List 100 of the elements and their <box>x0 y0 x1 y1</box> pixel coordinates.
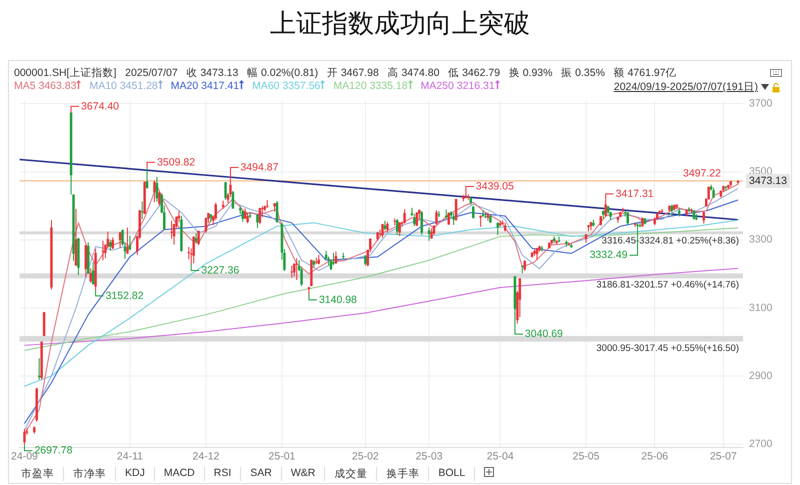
candlestick <box>692 210 696 220</box>
candlestick <box>224 181 227 200</box>
annotation: 3140.98 <box>318 294 358 306</box>
ref-line-label: 3473.13 <box>749 174 788 187</box>
candlestick <box>158 190 161 206</box>
candlestick <box>386 221 389 233</box>
annotation: 3509.82 <box>157 156 196 168</box>
candlestick <box>128 235 132 251</box>
candlestick <box>256 213 259 228</box>
y-tick-label: 2700 <box>749 438 773 450</box>
band-label: 3000.95-3017.45 +0.55%(+16.50) <box>596 342 739 354</box>
candlestick <box>670 204 674 217</box>
chart-title: 上证指数成功向上突破 <box>269 8 531 41</box>
legend-label: MA250 3216.31 <box>420 80 495 92</box>
annotation: 3152.82 <box>106 290 144 302</box>
text: MACD <box>154 467 205 481</box>
y-tick-label: 3100 <box>749 302 773 314</box>
annotation: 3439.05 <box>476 180 514 192</box>
candlestick <box>84 244 88 278</box>
candlestick <box>472 205 474 220</box>
text: RSI <box>204 467 242 481</box>
legend-label: MA10 3451.28 <box>89 80 158 92</box>
candlestick <box>38 358 40 380</box>
candlestick <box>626 212 629 226</box>
annotation: 3227.36 <box>201 264 240 276</box>
candlestick <box>332 252 335 266</box>
candlestick <box>295 258 298 280</box>
annotation: 3332.49 <box>590 249 628 262</box>
x-tick-label: 25-04 <box>486 450 514 463</box>
candlestick <box>242 210 244 222</box>
candlestick <box>204 216 208 234</box>
text: KDJ <box>116 467 155 481</box>
candlestick <box>146 168 148 190</box>
candlestick <box>112 236 114 250</box>
candlestick <box>232 190 234 210</box>
candlestick <box>197 230 200 246</box>
candlestick <box>92 262 94 285</box>
candlestick <box>454 198 458 222</box>
candlestick <box>109 239 112 252</box>
candlestick <box>89 268 92 284</box>
candlestick <box>364 254 367 266</box>
text: 市盈率 <box>12 467 64 481</box>
candlestick <box>420 210 423 236</box>
candlestick <box>258 207 262 224</box>
candlestick <box>435 210 438 226</box>
y-tick-label: 3300 <box>749 234 773 246</box>
candlestick <box>641 216 644 228</box>
y-tick-label: 3700 <box>749 98 773 110</box>
text: BOLL <box>429 467 476 481</box>
candlestick <box>246 212 249 224</box>
x-tick-label: 25-03 <box>416 450 443 463</box>
x-tick-label: 25-01 <box>268 450 296 463</box>
text: 市净率 <box>64 467 116 481</box>
candlestick <box>366 249 370 267</box>
text: 换手率 <box>377 467 430 481</box>
legend-label: MA120 3335.18 <box>333 80 408 92</box>
candlestick <box>192 236 195 264</box>
text: 2024/09/19-2025/07/07(191日) <box>614 80 758 94</box>
candlestick <box>403 208 406 224</box>
candlestick <box>156 176 158 202</box>
candlestick <box>318 254 320 265</box>
x-tick-label: 25-06 <box>641 450 668 463</box>
x-tick-label: 24-12 <box>192 450 220 463</box>
text: 成交量 <box>325 467 378 481</box>
candlestick <box>42 311 46 336</box>
candlestick <box>430 228 433 240</box>
candlestick <box>153 180 156 203</box>
candlestick <box>178 210 180 223</box>
y-tick-label: 2900 <box>749 370 773 382</box>
candlestick <box>452 212 455 226</box>
text: SAR <box>241 467 282 481</box>
candlestick <box>334 251 338 264</box>
candlestick <box>23 428 26 446</box>
text: 000001.SH[上证指数] 2025/07/07 收 3473.13 幅 0.02%(0.81) 开 3467.98 高 3474.80 低 3462.79 换 0.93% 振 0.35% 额 4761.97亿 <box>14 66 677 80</box>
candlestick <box>126 227 129 255</box>
candlestick <box>496 222 499 236</box>
candlestick <box>447 212 450 226</box>
candlestick <box>140 200 144 220</box>
candlestick <box>194 232 198 244</box>
candlestick <box>214 202 217 221</box>
annotation: 3040.69 <box>524 328 564 340</box>
candlestick <box>384 220 386 231</box>
candlestick <box>416 212 418 227</box>
x-tick-label: 25-02 <box>352 450 379 463</box>
candlestick <box>398 222 401 237</box>
annotation: 3497.22 <box>683 168 722 180</box>
annotation: 3494.87 <box>240 161 279 174</box>
candlestick <box>276 200 278 223</box>
candlestick <box>712 187 715 198</box>
candlestick <box>524 260 526 272</box>
x-tick-label: 25-07 <box>710 450 737 463</box>
candlestick <box>445 209 448 220</box>
band-label: 3186.81-3201.57 +0.46%(+14.76) <box>596 280 739 291</box>
candlestick <box>428 227 430 242</box>
legend-label: MA20 3417.41 <box>170 80 240 92</box>
legend-label: MA5 3463.83 <box>14 80 76 92</box>
annotation: 3417.31 <box>616 188 654 200</box>
legend-label: MA60 3357.56 <box>252 80 320 92</box>
candlestick <box>118 231 122 248</box>
candlestick <box>290 265 293 278</box>
